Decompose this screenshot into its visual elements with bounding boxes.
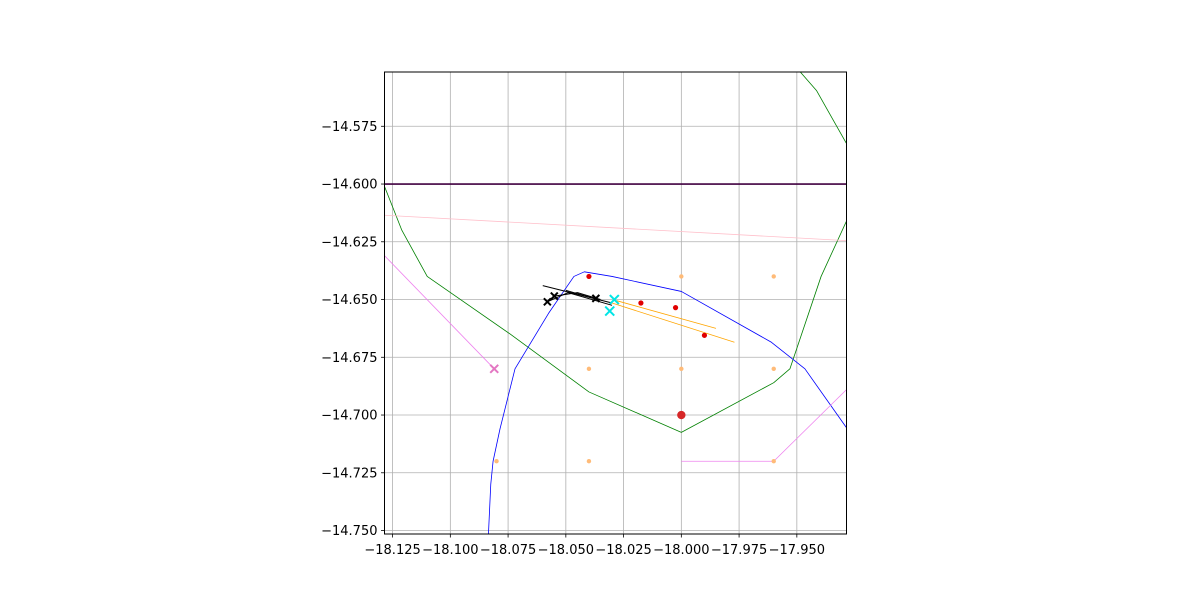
axes-frame [384,71,847,535]
y-tick-label: −14.725 [321,466,377,481]
x-tick-label: −18.050 [538,543,594,558]
series-line [384,255,495,370]
data-point [494,459,499,464]
y-tick-label: −14.700 [321,409,377,424]
x-tick-label: −18.125 [364,543,420,558]
x-tick-label: −17.975 [711,543,767,558]
series-line [384,214,847,242]
series-line [542,285,613,304]
x-tick-label: −18.075 [480,543,536,558]
plot-area [384,72,847,534]
x-marker [489,364,499,374]
series-line [554,292,601,301]
series-line [565,289,594,299]
data-point [701,332,708,338]
data-point [586,366,592,372]
y-tick-label: −14.675 [321,351,377,366]
y-tick-label: −14.575 [321,120,377,135]
data-point [586,459,592,464]
axis-ticks: −18.125 −18.100 −18.075 −18.050 −18.025 −18.0… [321,120,825,558]
data-point [771,366,776,372]
data-point [679,274,684,279]
data-point [771,459,776,464]
series-line [799,72,847,144]
series-line [611,302,735,343]
y-tick-label: −14.625 [321,235,377,250]
x-tick-label: −18.000 [653,543,709,558]
x-marker [604,305,615,317]
y-tick-label: −14.650 [321,293,377,308]
data-point [679,366,684,372]
series-line [384,75,847,433]
x-marker [543,297,552,307]
x-tick-label: −18.025 [595,543,651,558]
data-point [638,300,644,306]
x-marker [591,294,601,303]
data-point [677,410,686,420]
series-line [681,389,847,462]
x-tick-label: −18.100 [422,543,478,558]
x-marker [609,294,620,305]
data-point [771,274,776,279]
y-tick-label: −14.600 [321,178,377,193]
data-point [672,305,679,311]
data-point [586,273,592,280]
x-marker [550,291,559,301]
y-tick-label: −14.750 [321,524,377,539]
grid-lines [384,72,847,534]
series-line [616,300,717,329]
series-line [488,271,847,534]
x-tick-label: −17.950 [769,543,825,558]
